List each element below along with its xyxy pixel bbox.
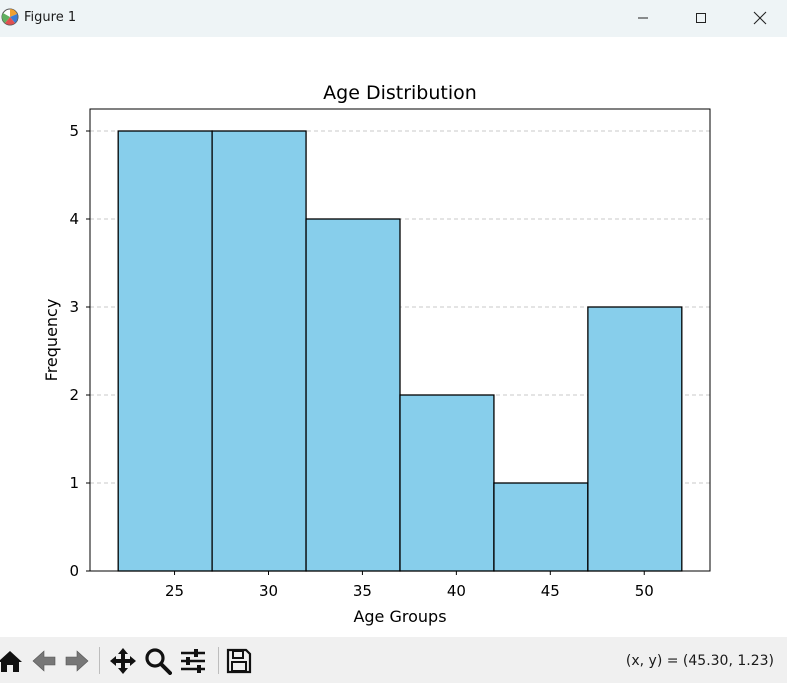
home-button[interactable]: [0, 646, 25, 676]
y-tick-label: 3: [69, 298, 79, 316]
plot-frame: [89, 108, 711, 572]
close-icon: [753, 11, 767, 25]
x-tick-label: 50: [635, 582, 654, 600]
maximize-button[interactable]: [681, 3, 721, 33]
configure-subplots-icon: [181, 649, 205, 673]
chart-title: Age Distribution: [323, 82, 477, 104]
x-tick-label: 35: [353, 582, 372, 600]
x-tick-label: 45: [541, 582, 560, 600]
y-axis-ticks: 0 1 2 3 4 5: [69, 122, 90, 580]
y-tick-label: 2: [69, 386, 79, 404]
back-arrow-icon: [32, 650, 56, 672]
forward-arrow-icon: [65, 650, 89, 672]
histogram-bar: [117, 130, 213, 572]
histogram-bar: [305, 218, 401, 572]
title-bar[interactable]: Figure 1: [0, 0, 787, 37]
matplotlib-logo-icon: [1, 8, 19, 26]
maximize-icon: [696, 13, 706, 23]
x-tick-label: 30: [259, 582, 278, 600]
zoom-magnifier-icon: [145, 648, 172, 675]
y-tick-label: 1: [69, 474, 79, 492]
close-button[interactable]: [740, 3, 780, 33]
configure-subplots-button[interactable]: [178, 646, 208, 676]
back-button[interactable]: [29, 646, 59, 676]
histogram-bar: [587, 306, 683, 572]
x-axis-ticks: 25 30 35 40 45 50: [165, 571, 654, 600]
x-tick-label: 40: [447, 582, 466, 600]
save-floppy-icon: [226, 648, 252, 674]
cursor-coordinates: (x, y) = (45.30, 1.23): [625, 653, 774, 669]
histogram-bar: [493, 482, 589, 572]
pan-move-icon: [110, 648, 136, 674]
zoom-button[interactable]: [143, 646, 173, 676]
home-icon: [0, 651, 22, 672]
x-axis-label: Age Groups: [353, 607, 446, 626]
histogram-bars: [117, 130, 683, 572]
toolbar-separator: [99, 647, 100, 674]
y-tick-label: 5: [69, 122, 79, 140]
histogram-bar: [399, 394, 495, 572]
forward-button[interactable]: [62, 646, 92, 676]
pan-button[interactable]: [108, 646, 138, 676]
window-title: Figure 1: [24, 10, 77, 25]
minimize-icon: [638, 17, 648, 19]
histogram-bar: [211, 130, 307, 572]
y-tick-label: 4: [69, 210, 79, 228]
toolbar-separator: [218, 647, 219, 674]
save-button[interactable]: [224, 646, 254, 676]
minimize-button[interactable]: [623, 3, 663, 33]
navigation-toolbar: (x, y) = (45.30, 1.23): [0, 637, 787, 683]
y-tick-label: 0: [69, 562, 79, 580]
y-axis-label: Frequency: [42, 299, 61, 382]
x-tick-label: 25: [165, 582, 184, 600]
